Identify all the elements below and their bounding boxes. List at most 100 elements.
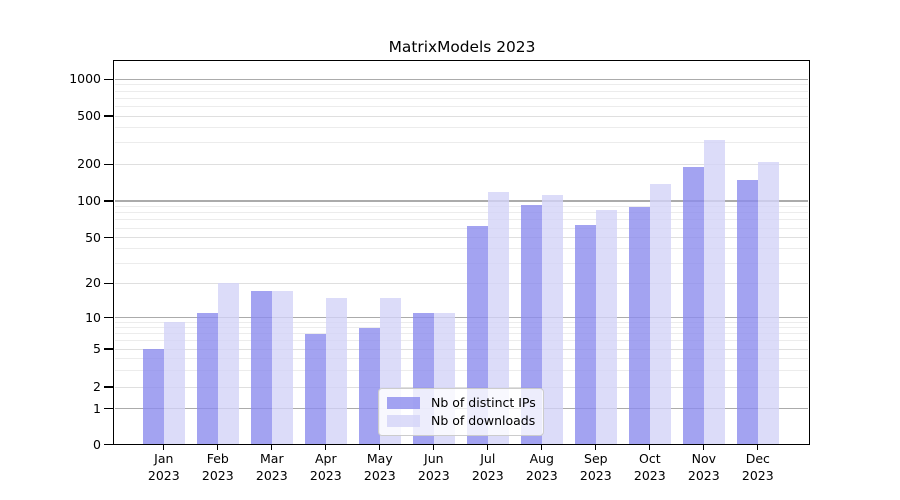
legend-swatch-downloads — [387, 414, 420, 428]
y-tick-mark — [104, 444, 114, 446]
y-tick-label: 1000 — [69, 71, 101, 87]
bar-downloads — [163, 322, 185, 445]
y-tick-mark — [104, 386, 114, 388]
x-tick-label: Apr 2023 — [309, 451, 342, 483]
y-minor-gridline — [114, 127, 808, 129]
bar-distinct-ips — [521, 204, 542, 445]
y-minor-gridline — [114, 90, 808, 92]
x-tick-label: Aug 2023 — [525, 451, 558, 483]
y-minor-gridline — [114, 357, 808, 359]
x-tick-mark — [325, 445, 327, 450]
y-minor-gridline — [114, 333, 808, 335]
y-gridline — [114, 115, 808, 117]
bar-distinct-ips — [143, 349, 164, 445]
y-minor-gridline — [114, 340, 808, 342]
y-tick-label: 20 — [85, 275, 101, 291]
y-tick-mark — [104, 237, 114, 239]
bar-distinct-ips — [737, 179, 758, 445]
y-tick-mark — [104, 78, 114, 80]
y-tick-mark — [104, 348, 114, 350]
legend-item-distinct-ips: Nb of distinct IPs — [387, 395, 536, 410]
legend-label: Nb of downloads — [431, 413, 536, 428]
x-tick-mark — [541, 445, 543, 450]
y-major-gridline — [114, 200, 808, 202]
y-tick-mark — [104, 316, 114, 319]
x-tick-mark — [271, 445, 273, 450]
y-minor-gridline — [114, 97, 808, 99]
x-tick-label: Mar 2023 — [255, 451, 288, 483]
y-tick-label: 200 — [77, 156, 101, 172]
y-minor-gridline — [114, 219, 808, 221]
bar-distinct-ips — [251, 291, 272, 445]
y-tick-label: 1 — [93, 400, 101, 416]
y-minor-gridline — [114, 327, 808, 329]
x-tick-label: Jul 2023 — [471, 451, 504, 483]
x-tick-mark — [757, 445, 759, 450]
bar-distinct-ips — [305, 333, 326, 445]
y-gridline — [114, 237, 808, 239]
y-minor-gridline — [114, 142, 808, 144]
chart-title: MatrixModels 2023 — [388, 38, 536, 56]
y-tick-mark — [104, 163, 114, 165]
y-tick-mark — [104, 407, 114, 410]
x-tick-label: May 2023 — [363, 451, 396, 483]
bar-downloads — [271, 291, 293, 445]
y-minor-gridline — [114, 212, 808, 214]
y-minor-gridline — [114, 369, 808, 371]
y-minor-gridline — [114, 248, 808, 250]
x-tick-mark — [703, 445, 705, 450]
y-minor-gridline — [114, 227, 808, 229]
x-tick-label: Sep 2023 — [579, 451, 612, 483]
y-tick-label: 5 — [93, 341, 101, 356]
y-tick-label: 100 — [77, 193, 101, 208]
y-gridline — [114, 163, 808, 165]
legend-label: Nb of distinct IPs — [431, 395, 536, 410]
y-tick-mark — [104, 115, 114, 117]
bar-downloads — [595, 209, 617, 445]
legend-swatch-distinct-ips — [387, 396, 420, 410]
y-gridline — [114, 348, 808, 350]
y-minor-gridline — [114, 321, 808, 323]
y-minor-gridline — [114, 262, 808, 264]
bar-downloads — [325, 297, 347, 445]
y-tick-label: 50 — [85, 229, 101, 245]
bar-downloads — [649, 183, 671, 445]
y-tick-label: 2 — [93, 379, 101, 394]
bar-distinct-ips — [359, 327, 380, 445]
y-major-gridline — [114, 78, 808, 80]
y-gridline — [114, 282, 808, 284]
x-tick-label: Feb 2023 — [201, 451, 234, 483]
x-tick-label: Nov 2023 — [687, 451, 720, 483]
x-tick-mark — [379, 445, 381, 450]
plot-border — [113, 60, 810, 446]
legend: Nb of distinct IPs Nb of downloads — [378, 388, 544, 436]
x-tick-label: Oct 2023 — [633, 451, 666, 483]
bar-downloads — [487, 192, 509, 445]
bar-downloads — [757, 161, 779, 445]
legend-item-downloads: Nb of downloads — [387, 414, 535, 428]
y-tick-label: 10 — [85, 309, 101, 325]
y-tick-label: 500 — [77, 108, 101, 123]
y-minor-gridline — [114, 84, 808, 86]
x-tick-label: Dec 2023 — [741, 451, 774, 483]
x-tick-label: Jun 2023 — [417, 451, 450, 483]
bar-downloads — [541, 194, 563, 445]
bar-downloads — [217, 283, 239, 445]
x-tick-mark — [649, 445, 651, 450]
y-minor-gridline — [114, 206, 808, 208]
y-tick-mark — [104, 282, 114, 285]
y-tick-label: 0 — [93, 436, 101, 452]
x-tick-mark — [163, 445, 165, 450]
bar-distinct-ips — [575, 225, 596, 445]
y-tick-mark — [104, 200, 114, 202]
x-tick-label: Jan 2023 — [147, 451, 180, 483]
bar-distinct-ips — [197, 312, 218, 445]
x-tick-mark — [595, 445, 597, 450]
y-gridline — [114, 386, 808, 388]
bar-downloads — [703, 139, 725, 445]
bar-distinct-ips — [629, 206, 650, 445]
y-major-gridline — [114, 316, 808, 319]
x-tick-mark — [217, 445, 219, 450]
x-tick-mark — [487, 445, 489, 450]
